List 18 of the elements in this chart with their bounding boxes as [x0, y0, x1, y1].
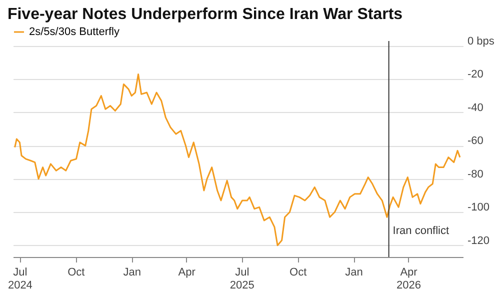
x-tick-label: Jan — [123, 266, 141, 278]
x-tick-label: Jan — [345, 266, 363, 278]
x-tick-label: Apr 2026 — [396, 266, 422, 292]
y-tick-label: -80 — [468, 168, 484, 180]
y-tick-label: -40 — [468, 102, 484, 114]
x-tick-label: Oct — [290, 266, 307, 278]
x-tick-label: Apr — [178, 266, 196, 278]
y-tick-label: -60 — [468, 135, 484, 148]
y-tick-label: -100 — [468, 202, 490, 214]
y-tick-label: -20 — [468, 68, 484, 81]
x-tick-label: Jul 2024 — [8, 266, 32, 292]
y-tick-label: -120 — [468, 234, 490, 247]
legend-label: 2s/5s/30s Butterfly — [29, 26, 120, 38]
y-tick-label: 0 bps — [468, 35, 495, 48]
x-tick-label: Oct — [68, 266, 85, 278]
x-tick-label: Jul 2025 — [230, 266, 254, 292]
chart-title: Five-year Notes Underperform Since Iran War Starts — [7, 6, 403, 23]
ref-line-label: Iran conflict — [392, 225, 450, 237]
